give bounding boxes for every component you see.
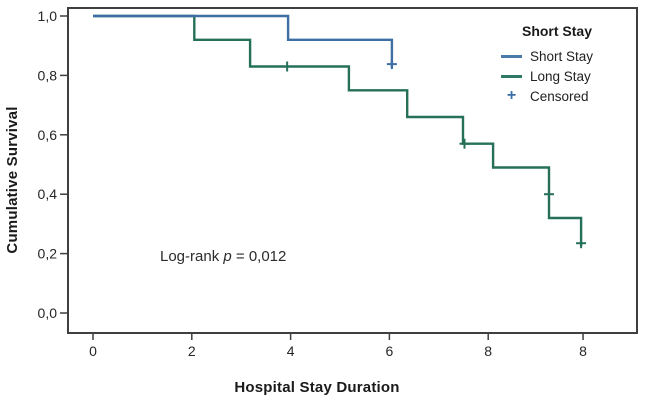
legend: Short Stay Short Stay Long Stay + Censor… <box>496 23 618 106</box>
x-tick-label: 0 <box>89 343 97 359</box>
legend-title: Short Stay <box>521 23 592 39</box>
log-rank-value: = 0,012 <box>231 248 287 265</box>
y-tick-label: 0,8 <box>38 67 58 83</box>
series-short-stay <box>93 14 394 68</box>
x-tick-label: 8 <box>579 343 587 359</box>
plot-frame <box>67 7 638 334</box>
y-tick-label: 1,0 <box>38 8 58 24</box>
x-axis-title: Hospital Stay Duration <box>234 379 400 396</box>
x-tick-label: 8 <box>484 343 492 359</box>
y-axis-title: Cumulative Survival <box>4 106 21 254</box>
legend-item-short-stay: Short Stay <box>496 46 618 66</box>
y-tick-label: 0,4 <box>38 186 58 202</box>
short-stay-line-swatch <box>501 54 522 58</box>
log-rank-prefix: Log-rank <box>160 248 224 265</box>
x-tick-label: 4 <box>287 343 295 359</box>
legend-item-label: Long Stay <box>530 68 591 84</box>
legend-item-long-stay: Long Stay <box>496 66 618 86</box>
x-tick-label: 2 <box>188 343 196 359</box>
log-rank-annotation: Log-rank p = 0,012 <box>160 248 286 265</box>
x-tick-label: 6 <box>386 343 394 359</box>
y-tick-label: 0,6 <box>38 127 58 143</box>
long-stay-line-swatch <box>501 74 522 78</box>
log-rank-p-symbol: p <box>223 248 232 265</box>
censored-plus-icon: + <box>506 87 517 104</box>
series-long-stay <box>93 14 583 247</box>
legend-item-label: Short Stay <box>530 48 594 64</box>
legend-item-censored: + Censored <box>496 86 618 106</box>
y-tick-label: 0,2 <box>38 246 58 262</box>
legend-item-label: Censored <box>530 88 589 104</box>
y-tick-label: 0,0 <box>38 305 58 321</box>
